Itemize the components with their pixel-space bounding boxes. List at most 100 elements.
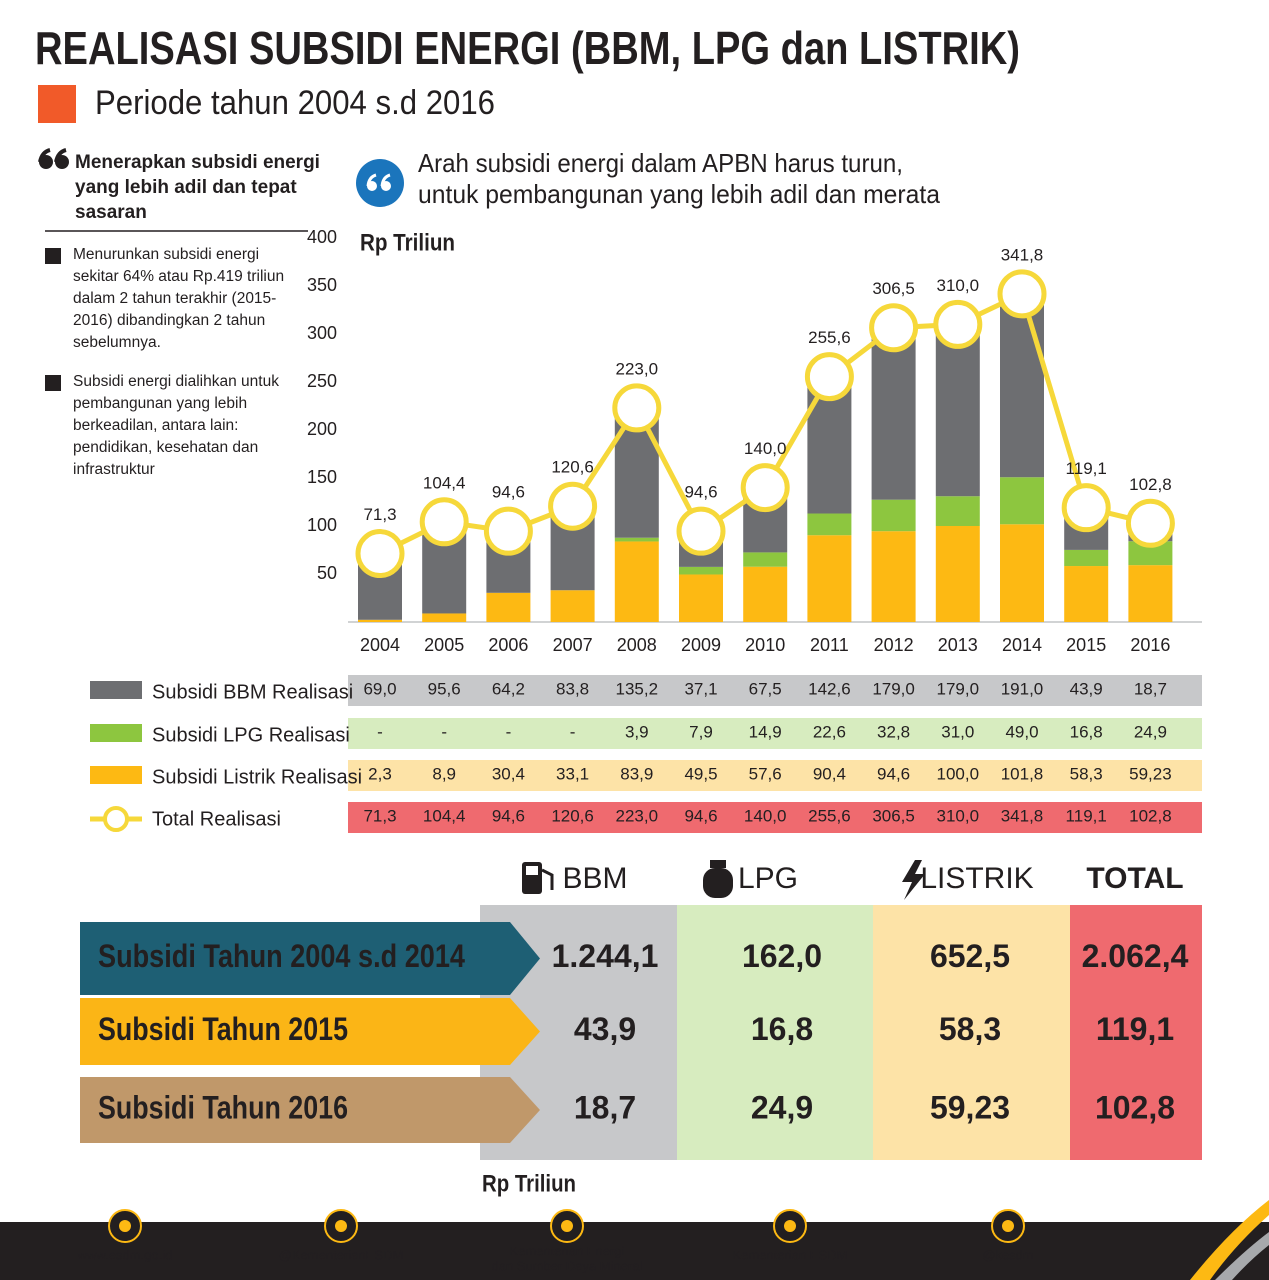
total-label: 119,1 [1066,459,1107,478]
table-cell: 16,8 [1070,722,1103,741]
table-cell: 102,8 [1129,806,1172,825]
bullet-square [45,248,61,264]
y-axis-label: Rp Triliun [360,229,455,256]
table-cell: 90,4 [813,764,846,783]
table-cell: 104,4 [423,806,466,825]
footer-text: Kementerian ESDM [733,1247,848,1262]
total-label: 341,8 [1001,245,1044,264]
table-cell: 59,23 [1129,764,1172,783]
legend-swatch [90,681,142,699]
bar-segment [871,327,916,500]
summary-cell: 102,8 [1095,1089,1175,1125]
footer-text: @kesdm [982,1247,1034,1262]
table-cell: 120,6 [551,806,594,825]
y-tick-label: 250 [307,371,337,391]
footer-icon-dot [1002,1220,1014,1232]
bar-segment [807,535,852,622]
summary-cell: 119,1 [1096,1011,1174,1047]
total-marker [676,506,726,556]
table-cell: 7,9 [689,722,713,741]
footer-band [0,1222,1269,1280]
table-cell: - [441,722,447,741]
x-tick-label: 2006 [488,635,528,655]
total-marker [869,303,919,353]
footer-text: Kementerian Energi [510,1243,625,1258]
quote-line: sasaran [75,202,147,223]
summary-row-arrow [80,922,540,995]
total-marker [355,529,405,579]
bar-segment [871,499,916,532]
total-label: 255,6 [808,328,851,347]
bullet-line: pembangunan yang lebih [73,395,247,412]
bar-segment [679,574,723,622]
table-row-bg [348,802,1202,833]
table-cell: 24,9 [1134,722,1167,741]
quote-line: yang lebih adil dan tepat [75,177,297,198]
summary-cell: 24,9 [751,1089,813,1125]
table-cell: 57,6 [749,764,782,783]
table-cell: 94,6 [684,806,717,825]
x-tick-label: 2010 [745,635,785,655]
table-cell: 71,3 [363,806,396,825]
total-label: 94,6 [684,483,717,502]
total-label: 102,8 [1129,475,1172,494]
bar-segment [743,552,788,567]
y-tick-label: 100 [307,515,337,535]
table-cell: 14,9 [749,722,782,741]
bar-segment [1000,293,1044,478]
total-label: 310,0 [937,276,980,295]
table-cell: 142,6 [808,679,851,698]
x-tick-label: 2005 [424,635,464,655]
x-tick-label: 2016 [1130,635,1170,655]
summary-cell: 2.062,4 [1082,938,1189,974]
x-tick-label: 2008 [617,635,657,655]
summary-header: TOTAL [1086,862,1183,895]
summary-header: LISTRIK [920,862,1033,895]
table-cell: 179,0 [872,679,915,698]
bullet-line: dalam 2 tahun terakhir (2015- [73,290,276,307]
page-subtitle: Periode tahun 2004 s.d 2016 [95,84,495,122]
table-cell: 8,9 [432,764,456,783]
table-cell: - [506,722,512,741]
legend-label: Subsidi LPG Realisasi [152,724,350,746]
fuel-icon [522,862,554,894]
total-marker [933,299,983,349]
summary-cell: 652,5 [930,938,1010,974]
total-label: 223,0 [616,359,659,378]
table-cell: 94,6 [492,806,525,825]
bar-segment [486,592,531,622]
table-cell: 310,0 [937,806,980,825]
legend-label: Total Realisasi [152,808,281,830]
x-tick-label: 2007 [553,635,593,655]
footer-icon-dot [119,1220,131,1232]
summary-header: BBM [562,862,627,895]
page-title: REALISASI SUBSIDI ENERGI (BBM, LPG dan L… [35,22,1020,74]
table-row-bg [348,675,1202,706]
total-label: 104,4 [423,473,466,492]
bar-segment [1064,566,1109,622]
table-cell: 100,0 [937,764,980,783]
x-tick-label: 2014 [1002,635,1042,655]
bar-segment [679,566,723,575]
table-cell: 69,0 [363,679,396,698]
total-marker [483,506,533,556]
summary-cell: 18,7 [574,1089,636,1125]
legend-label: Subsidi Listrik Realisasi [152,766,362,788]
legend-label: Subsidi BBM Realisasi [152,681,353,703]
footer-icon-dot [335,1220,347,1232]
summary-unit: Rp Triliun [482,1170,576,1197]
total-marker [548,481,598,531]
bar-segment [614,541,659,622]
table-cell: 83,8 [556,679,589,698]
table-cell: 94,6 [877,764,910,783]
gas-icon [703,860,733,898]
footer-swoosh [1215,1232,1269,1280]
total-column [1070,905,1202,1160]
table-row-bg [348,760,1202,791]
bar-segment [871,531,916,622]
total-marker [997,269,1047,319]
bullet-square [45,375,61,391]
total-label: 94,6 [492,483,525,502]
summary-cell: 162,0 [742,938,822,974]
